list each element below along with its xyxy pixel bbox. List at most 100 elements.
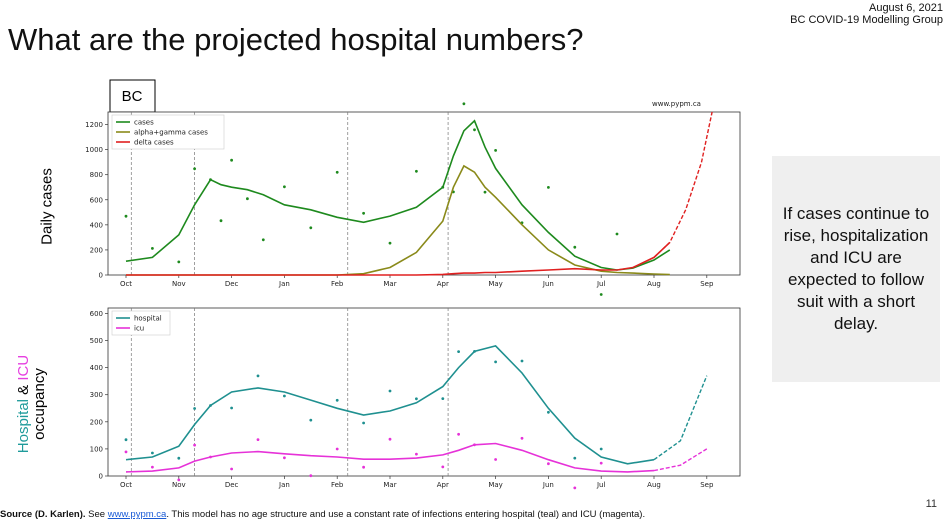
data-point-1-0-10 — [362, 421, 365, 425]
ytick-label-0-6: 1200 — [85, 121, 103, 129]
data-point-1-1-1 — [151, 465, 154, 469]
data-point-0-0-18 — [473, 128, 476, 132]
data-point-1-0-19 — [573, 456, 577, 460]
ytick-label-1-3: 300 — [90, 391, 103, 399]
series-line-0-2 — [126, 241, 671, 276]
xtick-label-1-6: Apr — [437, 481, 449, 489]
data-point-1-1-0 — [124, 450, 128, 454]
projection-icu — [653, 448, 708, 472]
xtick-label-0-3: Jan — [278, 280, 290, 288]
data-point-0-0-3 — [193, 167, 197, 171]
footer-link[interactable]: www.pypm.ca — [107, 509, 167, 520]
data-point-1-0-11 — [388, 389, 392, 393]
legend-label-1-0: hospital — [134, 315, 162, 323]
ytick-label-0-2: 400 — [90, 221, 103, 229]
ytick-label-0-1: 200 — [90, 246, 103, 254]
header-group: BC COVID-19 Modelling Group — [790, 14, 943, 26]
data-point-1-1-19 — [573, 486, 577, 490]
data-point-1-0-8 — [309, 418, 313, 422]
data-point-0-0-19 — [483, 190, 487, 194]
ytick-label-1-1: 100 — [90, 445, 103, 453]
data-point-1-1-13 — [441, 465, 445, 469]
data-point-0-0-11 — [335, 170, 339, 174]
ytick-label-1-6: 600 — [90, 310, 103, 318]
data-point-0-0-22 — [547, 186, 550, 189]
data-point-0-0-7 — [246, 197, 249, 201]
data-point-0-0-23 — [573, 245, 577, 249]
xtick-label-1-4: Feb — [331, 481, 344, 489]
data-point-1-1-15 — [473, 443, 476, 447]
data-point-1-0-5 — [230, 406, 234, 410]
data-point-0-0-5 — [219, 219, 223, 223]
xtick-label-1-1: Nov — [172, 481, 186, 489]
data-point-1-0-2 — [177, 456, 181, 460]
projection-delta — [653, 111, 713, 258]
xtick-label-1-2: Dec — [225, 481, 239, 489]
data-point-0-0-2 — [177, 260, 181, 264]
xtick-label-0-8: Jun — [542, 280, 554, 288]
legend-label-0-2: delta cases — [134, 139, 174, 147]
data-point-1-1-16 — [494, 458, 497, 461]
data-point-1-1-2 — [177, 478, 181, 482]
data-point-1-1-7 — [283, 456, 286, 460]
xtick-label-1-11: Sep — [700, 481, 714, 489]
data-point-0-0-17 — [462, 102, 466, 106]
page-number: 11 — [925, 498, 937, 510]
data-point-0-0-20 — [494, 149, 497, 152]
ytick-label-0-0: 0 — [99, 272, 103, 280]
region-label: BC — [122, 88, 143, 105]
ytick-label-0-3: 600 — [90, 196, 103, 204]
data-point-1-0-18 — [547, 410, 550, 414]
data-point-1-1-4 — [209, 455, 212, 459]
data-point-1-1-3 — [193, 443, 197, 447]
data-point-1-1-14 — [457, 432, 460, 436]
data-point-1-0-9 — [335, 398, 339, 402]
xtick-label-1-0: Oct — [120, 481, 132, 489]
data-point-0-0-10 — [309, 226, 313, 230]
data-point-1-1-8 — [309, 474, 313, 478]
legend-label-0-1: alpha+gamma cases — [134, 129, 208, 137]
ytick-label-1-2: 200 — [90, 418, 103, 426]
xtick-label-1-7: May — [488, 481, 502, 489]
legend-box-0 — [111, 114, 225, 150]
ytick-label-0-5: 1000 — [85, 146, 103, 154]
xtick-label-0-6: Apr — [437, 280, 449, 288]
plot-frame-1 — [107, 307, 741, 477]
watermark: www.pypm.ca — [652, 100, 701, 108]
header-meta: August 6, 2021 BC COVID-19 Modelling Gro… — [790, 2, 943, 26]
series-line-1-1 — [125, 442, 655, 473]
xtick-label-0-5: Mar — [383, 280, 396, 288]
xtick-label-0-1: Nov — [172, 280, 186, 288]
series-line-0-0 — [125, 119, 671, 271]
data-point-1-1-5 — [230, 467, 234, 471]
page-title: What are the projected hospital numbers? — [8, 22, 584, 57]
region-label-box — [109, 79, 156, 113]
ytick-label-1-5: 500 — [90, 337, 103, 345]
data-point-0-0-15 — [441, 185, 445, 189]
data-point-1-0-13 — [441, 397, 445, 400]
data-point-0-0-12 — [362, 211, 365, 215]
data-point-1-1-17 — [520, 436, 524, 440]
data-point-1-1-12 — [415, 452, 418, 456]
data-point-1-0-0 — [124, 438, 128, 442]
legend-label-1-1: icu — [134, 325, 144, 333]
footer: Source (D. Karlen). See www.pypm.ca. Thi… — [0, 509, 645, 520]
data-point-0-0-9 — [283, 185, 286, 189]
data-point-0-0-4 — [209, 178, 212, 182]
footer-see: See — [85, 509, 108, 520]
data-point-1-1-20 — [599, 461, 603, 465]
data-point-1-1-9 — [335, 447, 339, 451]
ytick-label-0-4: 800 — [90, 171, 103, 179]
legend-box-1 — [111, 310, 171, 336]
data-point-0-0-25 — [615, 232, 619, 236]
header-date: August 6, 2021 — [868, 2, 943, 14]
data-point-0-0-0 — [124, 214, 128, 218]
data-point-1-0-20 — [599, 447, 603, 451]
data-point-1-0-15 — [473, 350, 476, 353]
footer-text: . This model has no age structure and us… — [166, 509, 646, 520]
legend-label-0-0: cases — [134, 119, 154, 127]
xtick-label-1-9: Jul — [596, 481, 606, 489]
data-point-1-0-6 — [256, 374, 260, 378]
xtick-label-0-9: Jul — [596, 280, 606, 288]
callout-box: If cases continue to rise, hospitalizati… — [772, 156, 940, 382]
